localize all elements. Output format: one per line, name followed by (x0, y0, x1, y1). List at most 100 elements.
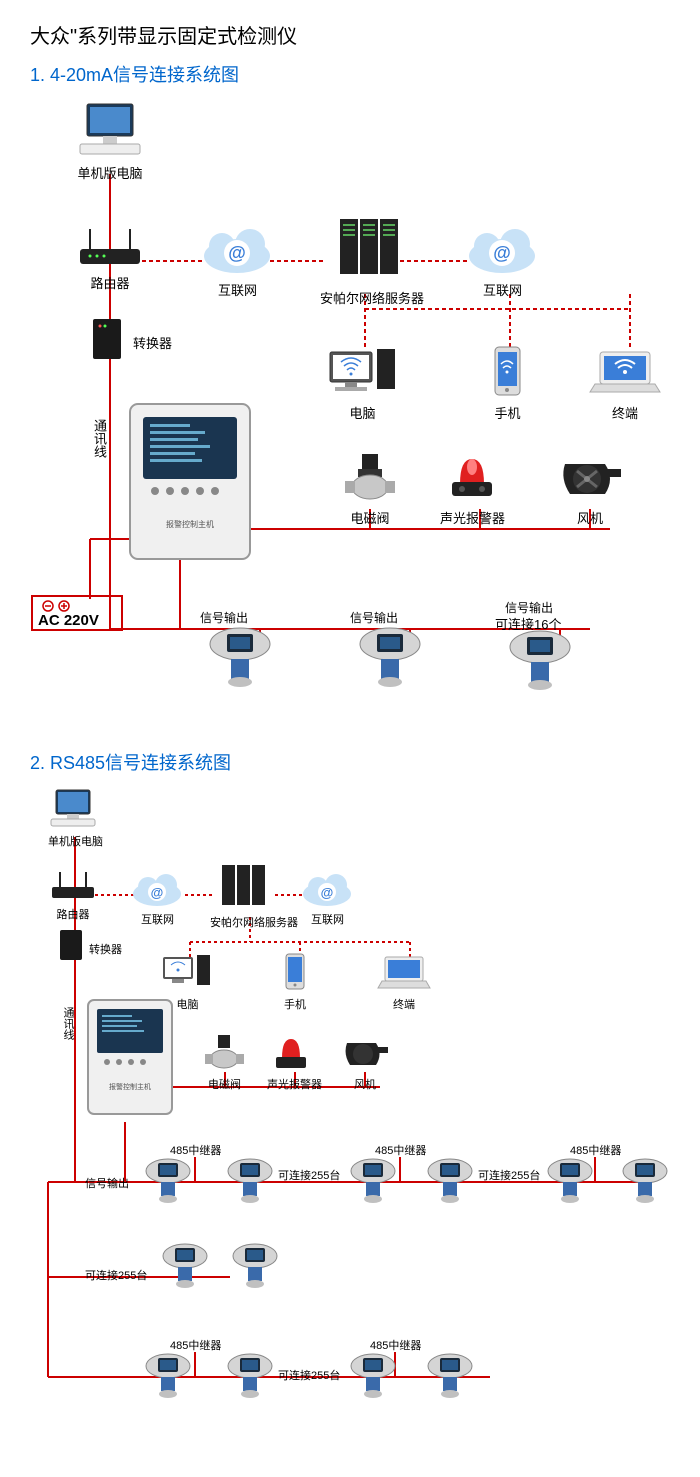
rep-label-2: 485中继器 (375, 1142, 426, 1158)
fan-icon (555, 449, 625, 504)
node-single-pc: 单机版电脑 (75, 99, 145, 182)
client-pc-label: 电脑 (325, 403, 400, 422)
node-host-panel: 报警控制主机 (125, 399, 255, 564)
node2-internet1: @ 互联网 (130, 872, 185, 927)
sensor-icon (348, 1157, 398, 1207)
sensor-icon (620, 1157, 670, 1207)
t1-sensor-5 (545, 1157, 595, 1207)
node-internet1: @ 互联网 (200, 226, 275, 299)
laptop-icon (375, 952, 433, 992)
cloud-icon: @ (465, 226, 540, 276)
diagram-rs485: 单机版电脑 路由器 @ 互联网 (30, 787, 670, 1427)
svg-text:@: @ (151, 885, 164, 900)
node-router: 路由器 (75, 229, 145, 292)
fan-label-2: 风机 (340, 1076, 390, 1092)
page-title: 大众"系列带显示固定式检测仪 (30, 20, 670, 49)
node2-client-phone: 手机 (275, 952, 315, 1012)
sensor-icon (545, 1157, 595, 1207)
t3-sensor-4 (425, 1352, 475, 1402)
desktop-icon (325, 344, 400, 399)
internet2-label-2: 互联网 (300, 911, 355, 927)
laptop-icon (585, 344, 665, 399)
t2-sensor-2 (230, 1242, 280, 1292)
svg-text:报警控制主机: 报警控制主机 (166, 519, 214, 529)
alarm-label-2: 声光报警器 (267, 1076, 322, 1092)
conn255-2: 可连接255台 (478, 1167, 540, 1183)
t2-sensor-1 (160, 1242, 210, 1292)
section1-heading: 1. 4-20mA信号连接系统图 (30, 61, 670, 87)
client-terminal-label-2: 终端 (375, 996, 433, 1012)
node2-alarm: 声光报警器 (267, 1032, 322, 1092)
comm-line-label: 通讯线 (90, 419, 109, 458)
ac-label: AC 220V (38, 612, 99, 629)
node-valve: 电磁阀 (340, 449, 400, 527)
conn255-3: 可连接255台 (85, 1267, 147, 1283)
node-client-pc: 电脑 (325, 344, 400, 422)
node-ac220v: AC 220V (30, 594, 125, 634)
single-pc-label: 单机版电脑 (75, 163, 145, 182)
sensor-icon (205, 624, 275, 699)
sensor-icon (230, 1242, 280, 1292)
desktop-icon (160, 952, 215, 992)
t3-sensor-1 (143, 1352, 193, 1402)
diagram-4-20ma: 单机版电脑 路由器 @ 互联网 (30, 99, 670, 719)
sensor-icon (225, 1352, 275, 1402)
server-icon (320, 214, 410, 284)
router-icon (75, 229, 145, 269)
t1-sensor-1 (143, 1157, 193, 1207)
sensor-icon (505, 627, 575, 702)
router-label-2: 路由器 (48, 906, 98, 922)
sigout-label-2: 信号输出 (350, 609, 398, 626)
converter-icon (55, 927, 87, 962)
control-panel-icon: 报警控制主机 (85, 997, 175, 1117)
sensor-icon (355, 624, 425, 699)
rep-label-4: 485中继器 (170, 1337, 221, 1353)
rep-label-1: 485中继器 (170, 1142, 221, 1158)
valve-label-2: 电磁阀 (202, 1076, 247, 1092)
client-terminal-label: 终端 (585, 403, 665, 422)
svg-text:@: @ (321, 885, 334, 900)
valve-icon (340, 449, 400, 504)
conn255-4: 可连接255台 (278, 1367, 340, 1383)
conn255-1: 可连接255台 (278, 1167, 340, 1183)
internet2-label: 互联网 (465, 280, 540, 299)
rep-label-3: 485中继器 (570, 1142, 621, 1158)
internet1-label: 互联网 (200, 280, 275, 299)
converter-label-2: 转换器 (89, 941, 122, 957)
fan-label: 风机 (555, 508, 625, 527)
converter-icon (85, 314, 130, 364)
control-panel-icon: 报警控制主机 (125, 399, 255, 564)
phone-icon (275, 952, 315, 992)
server-label: 安帕尔网络服务器 (320, 288, 424, 307)
node-converter: 转换器 (85, 314, 130, 364)
sigout-label-1: 信号输出 (200, 609, 248, 626)
node-sensor-1: 信号输出 (205, 609, 275, 699)
phone-icon (480, 344, 535, 399)
internet1-label-2: 互联网 (130, 911, 185, 927)
svg-text:@: @ (228, 243, 246, 263)
router-icon (48, 872, 98, 902)
node2-server: 安帕尔网络服务器 (210, 862, 298, 930)
node2-single-pc: 单机版电脑 (48, 787, 103, 849)
svg-text:报警控制主机: 报警控制主机 (109, 1082, 151, 1091)
valve-label: 电磁阀 (340, 508, 400, 527)
t1-sensor-2 (225, 1157, 275, 1207)
node-sensor-3: 信号输出 可连接16个 (505, 599, 575, 702)
comm-line-label-2: 通讯线 (60, 1007, 76, 1040)
single-pc-label-2: 单机版电脑 (48, 833, 103, 849)
sensor-icon (225, 1157, 275, 1207)
converter-label: 转换器 (133, 333, 172, 352)
fan-icon (340, 1032, 390, 1072)
cloud-icon: @ (200, 226, 275, 276)
alarm-label: 声光报警器 (440, 508, 505, 527)
monitor-icon (48, 787, 98, 829)
client-phone-label-2: 手机 (275, 996, 315, 1012)
node2-valve: 电磁阀 (202, 1032, 247, 1092)
sensor-icon (425, 1157, 475, 1207)
t3-sensor-2 (225, 1352, 275, 1402)
sensor-icon (143, 1352, 193, 1402)
sigout-label-t1: 信号输出 (85, 1175, 129, 1191)
alarm-icon (267, 1032, 315, 1072)
node-sensor-2: 信号输出 (355, 609, 425, 699)
server-label-2: 安帕尔网络服务器 (210, 914, 298, 930)
